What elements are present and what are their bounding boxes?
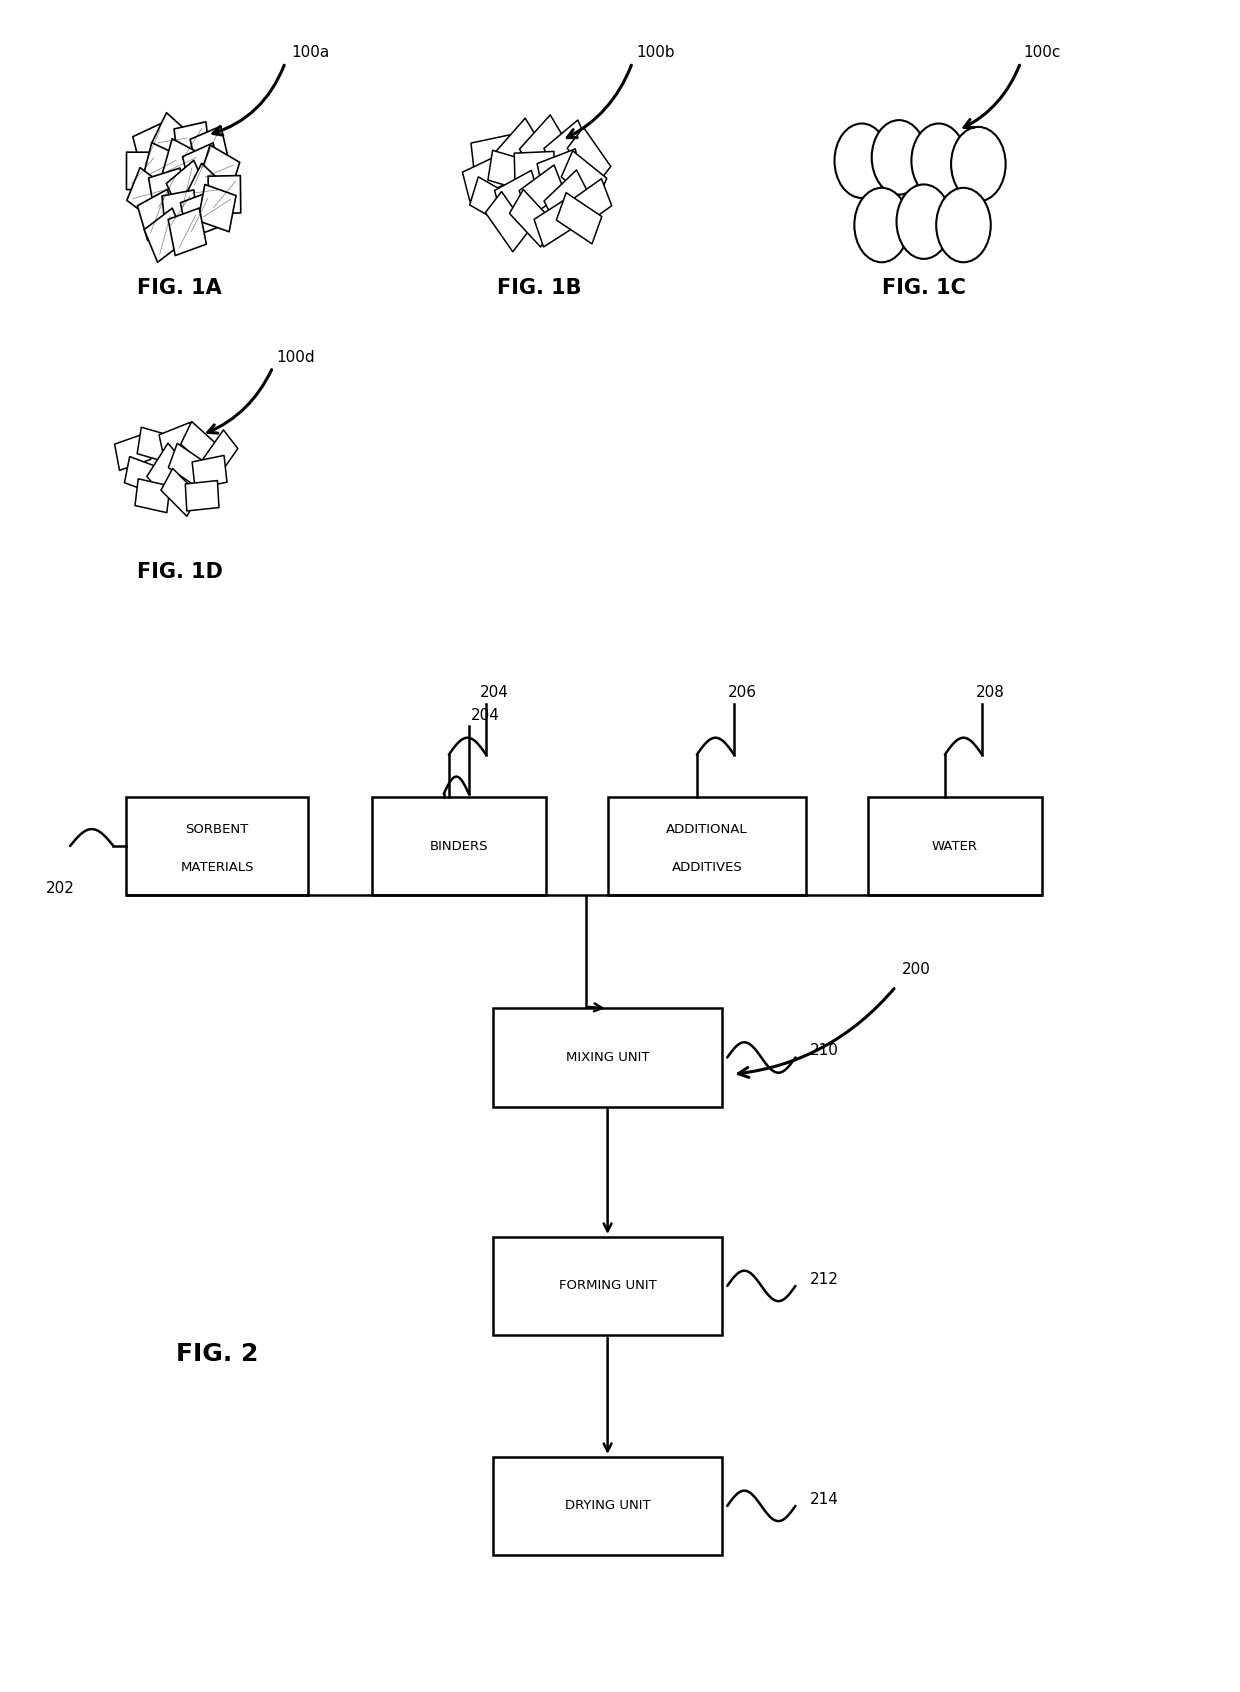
Text: 200: 200 (903, 963, 931, 976)
Bar (868, 797, 1042, 895)
Text: FIG. 1C: FIG. 1C (882, 277, 966, 298)
Bar (372, 797, 546, 895)
Text: 214: 214 (811, 1492, 839, 1506)
Polygon shape (192, 455, 227, 489)
Polygon shape (534, 196, 579, 247)
Circle shape (951, 127, 1006, 201)
Polygon shape (544, 120, 589, 174)
Polygon shape (190, 127, 229, 174)
Text: ADDITIONAL: ADDITIONAL (666, 822, 748, 836)
Text: 100d: 100d (277, 350, 315, 364)
Bar (125, 797, 308, 895)
Circle shape (872, 120, 926, 195)
Polygon shape (126, 168, 169, 222)
Polygon shape (161, 469, 198, 516)
Polygon shape (162, 139, 202, 190)
Polygon shape (208, 176, 241, 213)
Polygon shape (520, 115, 564, 173)
Polygon shape (495, 171, 539, 218)
Text: FIG. 2: FIG. 2 (176, 1342, 258, 1365)
Polygon shape (470, 178, 515, 225)
Polygon shape (557, 193, 601, 244)
Bar (608, 797, 806, 895)
Polygon shape (169, 443, 206, 487)
Polygon shape (166, 161, 208, 215)
Polygon shape (185, 481, 219, 511)
Polygon shape (510, 190, 554, 247)
Text: WATER: WATER (931, 839, 978, 853)
Text: 100b: 100b (636, 46, 675, 59)
Polygon shape (181, 421, 218, 469)
Text: 212: 212 (811, 1272, 839, 1286)
Circle shape (835, 124, 889, 198)
Polygon shape (515, 151, 554, 184)
Polygon shape (133, 122, 172, 173)
Polygon shape (159, 423, 196, 460)
Text: SORBENT: SORBENT (185, 822, 249, 836)
Text: FIG. 1B: FIG. 1B (497, 277, 582, 298)
Polygon shape (463, 154, 507, 201)
Polygon shape (186, 164, 228, 218)
Text: FIG. 1A: FIG. 1A (138, 277, 222, 298)
Circle shape (897, 184, 951, 259)
Text: 100a: 100a (291, 46, 330, 59)
Polygon shape (151, 113, 193, 168)
Text: 206: 206 (728, 685, 756, 699)
Polygon shape (495, 118, 539, 176)
Polygon shape (198, 184, 236, 232)
Polygon shape (200, 146, 239, 196)
Polygon shape (201, 430, 238, 481)
Text: BINDERS: BINDERS (429, 839, 489, 853)
Polygon shape (146, 443, 184, 494)
Polygon shape (135, 479, 170, 513)
Circle shape (854, 188, 909, 262)
Polygon shape (537, 149, 582, 193)
Polygon shape (181, 191, 218, 239)
Polygon shape (149, 168, 186, 215)
Polygon shape (138, 190, 177, 240)
Bar (492, 1457, 722, 1555)
Text: FORMING UNIT: FORMING UNIT (559, 1279, 656, 1293)
Text: 208: 208 (976, 685, 1004, 699)
Polygon shape (162, 190, 197, 233)
Text: MATERIALS: MATERIALS (180, 861, 254, 875)
Polygon shape (174, 122, 211, 166)
Polygon shape (567, 179, 611, 230)
Text: 100c: 100c (1023, 46, 1060, 59)
Polygon shape (544, 169, 589, 227)
Text: 210: 210 (811, 1044, 839, 1058)
Polygon shape (114, 433, 151, 470)
Polygon shape (126, 152, 159, 190)
Text: FIG. 1D: FIG. 1D (136, 562, 223, 582)
Text: MIXING UNIT: MIXING UNIT (565, 1051, 650, 1064)
Polygon shape (485, 191, 529, 252)
Polygon shape (567, 127, 611, 188)
Polygon shape (143, 142, 182, 193)
Text: 204: 204 (471, 709, 500, 722)
Polygon shape (169, 208, 206, 255)
Polygon shape (520, 164, 564, 218)
Polygon shape (124, 457, 161, 494)
Text: ADDITIVES: ADDITIVES (671, 861, 743, 875)
Circle shape (936, 188, 991, 262)
Text: DRYING UNIT: DRYING UNIT (564, 1499, 651, 1513)
Bar (492, 1237, 722, 1335)
Polygon shape (562, 151, 606, 205)
Bar (492, 1008, 722, 1107)
Polygon shape (182, 142, 222, 193)
Text: 202: 202 (46, 882, 74, 895)
Polygon shape (144, 208, 186, 262)
Text: 204: 204 (480, 685, 508, 699)
Circle shape (911, 124, 966, 198)
Polygon shape (471, 135, 513, 173)
Polygon shape (487, 151, 532, 191)
Polygon shape (138, 426, 172, 464)
